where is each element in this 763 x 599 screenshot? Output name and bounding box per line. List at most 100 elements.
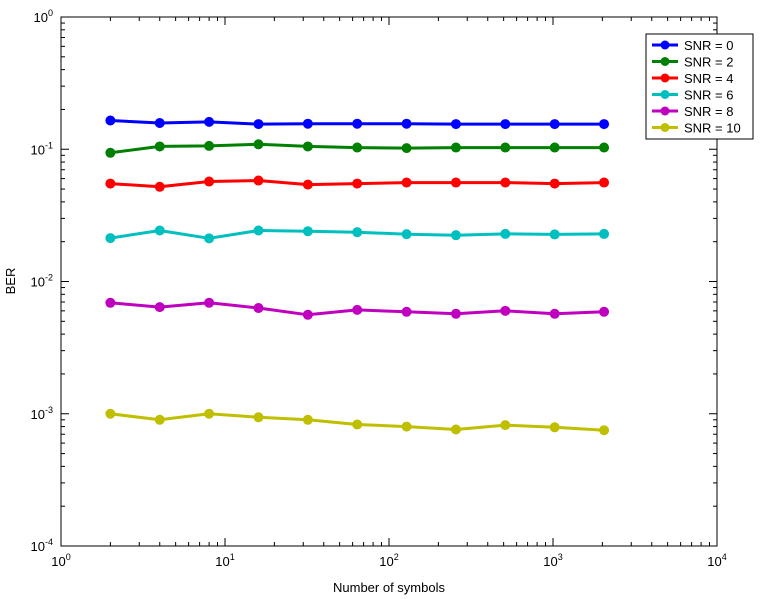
legend-marker [660,57,670,66]
y-tick-exponent: -1 [45,140,53,150]
data-point [549,178,560,189]
y-tick-label: 10-3 [31,405,53,422]
data-point [352,178,363,189]
data-point [204,408,215,419]
series-5 [105,297,610,320]
data-point [204,116,215,127]
data-point [549,229,560,240]
x-axis-label: Number of symbols [333,580,445,595]
data-point [352,304,363,315]
data-point [302,226,313,237]
data-point [450,119,461,130]
data-point [105,297,116,308]
x-tick-base: 10 [215,554,229,569]
x-tick-label: 101 [215,552,234,569]
x-tick-label: 104 [707,552,726,569]
x-tick-base: 10 [707,554,721,569]
legend-marker [660,123,670,132]
data-point [450,424,461,435]
data-point [599,228,610,239]
legend-label: SNR = 2 [684,55,734,70]
data-point [253,303,264,314]
x-tick-label: 102 [379,552,398,569]
data-point [302,309,313,320]
legend-marker [660,40,670,50]
y-tick-base: 10 [31,539,45,554]
legend-entry: SNR = 2 [652,55,734,70]
x-tick-exponent: 3 [558,552,563,562]
x-tick-exponent: 4 [722,552,727,562]
data-point [154,225,165,236]
y-tick-base: 10 [31,142,45,157]
y-axis-label: BER [3,268,18,295]
x-tick-base: 10 [379,554,393,569]
data-point [253,225,264,236]
x-tick-exponent: 0 [66,552,71,562]
data-point [450,142,461,153]
legend-label: SNR = 4 [684,71,734,86]
data-point [401,143,412,154]
x-tick-base: 10 [51,554,65,569]
data-point [599,306,610,317]
y-tick-exponent: -2 [45,273,53,283]
x-tick-label: 100 [51,552,70,569]
legend-entry: SNR = 6 [652,88,734,103]
legend-marker [660,90,670,99]
series-4 [105,225,610,244]
data-point [302,118,313,129]
data-point [599,142,610,153]
legend-entry: SNR = 4 [652,71,734,86]
y-tick-label: 10-2 [31,273,53,290]
data-point [500,228,511,239]
data-point [352,142,363,153]
data-point [105,115,116,126]
data-point [352,227,363,238]
series-3 [105,175,610,192]
data-point [154,141,165,152]
data-point [253,119,264,130]
legend-entry: SNR = 8 [652,104,734,119]
data-point [154,414,165,425]
legend-label: SNR = 10 [684,121,741,136]
data-point [253,175,264,186]
data-point [599,425,610,436]
series-1 [105,115,610,130]
data-point [450,177,461,188]
y-tick-exponent: 0 [48,8,53,18]
y-tick-base: 10 [31,275,45,290]
data-point [253,139,264,150]
y-tick-label: 100 [34,8,53,25]
series-6 [105,408,610,436]
data-point [401,177,412,188]
data-point [500,305,511,316]
y-tick-label: 10-4 [31,537,53,554]
series-2 [105,139,610,158]
data-point [204,176,215,187]
legend-marker [660,73,670,83]
data-point [401,118,412,129]
data-point [401,306,412,317]
x-tick-exponent: 2 [394,552,399,562]
data-point [549,308,560,319]
data-point [401,421,412,432]
data-point [204,233,215,244]
data-point [105,408,116,419]
data-point [253,412,264,423]
legend-label: SNR = 6 [684,88,734,103]
data-point [105,233,116,244]
data-point [204,297,215,308]
data-point [549,142,560,153]
data-point [154,117,165,128]
data-point [105,147,116,158]
plot-area [60,16,718,547]
data-point [302,414,313,425]
data-point [302,179,313,190]
x-tick-label: 103 [543,552,562,569]
x-tick-exponent: 1 [230,552,235,562]
data-point [599,177,610,188]
legend-label: SNR = 8 [684,104,734,119]
data-point [352,419,363,430]
series-lines [105,115,610,436]
data-point [549,422,560,433]
